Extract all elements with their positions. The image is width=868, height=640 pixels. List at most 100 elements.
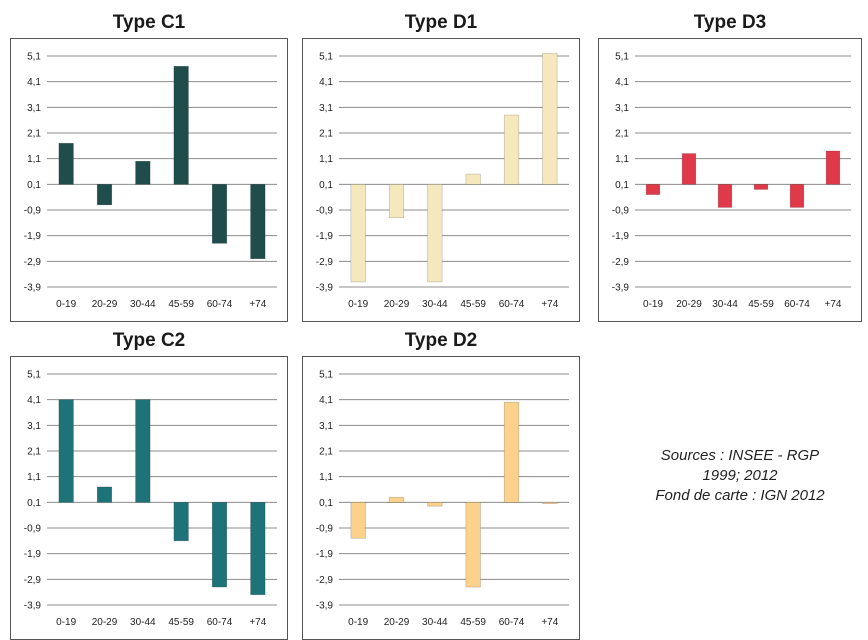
bar [96,184,113,206]
chart-panel-type-c2: Type C2 5,1 4,1 3,1 2,1 1,1 0,1 -0,9 -1,9 -2,9 -3… [10,326,288,640]
y-tick-label: -1,9 [612,231,630,242]
bar [58,399,74,503]
x-tick-label: 30-44 [422,299,448,310]
y-tick-label: 2,1 [615,129,629,140]
x-tick-label: 30-44 [130,299,156,310]
bar-chart-type-d2: 5,1 4,1 3,1 2,1 1,1 0,1 -0,9 -1,9 -2,9 -3,9 0-19 20… [316,370,569,628]
bar-chart-type-c2: 5,1 4,1 3,1 2,1 1,1 0,1 -0,9 -1,9 -2,9 -3,9 0-19 20… [24,370,277,628]
chart-frame: 5,1 4,1 3,1 2,1 1,1 0,1 -0,9 -1,9 -2,9 -3,9 0-19 20… [10,38,288,322]
x-tick-label: 60-74 [207,617,233,628]
y-tick-label: 0,1 [615,180,629,191]
x-tick-label: 0-19 [56,299,76,310]
x-tick-label: 60-74 [207,299,233,310]
y-tick-label: 5,1 [27,52,41,63]
y-tick-label: 5,1 [615,52,629,63]
y-tick-label: -1,9 [316,231,334,242]
bar [350,502,366,539]
bar [350,184,366,283]
y-tick-label: 3,1 [27,103,41,114]
bar [96,486,113,503]
bar [465,173,481,185]
x-tick-label: 60-74 [784,299,810,310]
bar [135,160,151,185]
y-tick-label: 1,1 [319,154,333,165]
y-tick-label: -2,9 [24,575,42,586]
sources-year-line: 1999; 2012 [702,467,778,484]
y-tick-label: 5,1 [27,370,41,381]
y-tick-label: -0,9 [316,206,334,217]
x-tick-label: +74 [541,617,558,628]
y-tick-label: -2,9 [24,257,42,268]
chart-panel-type-d2: Type D2 5,1 4,1 3,1 2,1 1,1 0,1 -0,9 -1,9 -2,9 -3… [302,326,580,640]
x-tick-label: 45-59 [460,299,486,310]
bar [681,153,697,185]
x-tick-label: +74 [825,299,842,310]
y-tick-label: 3,1 [319,421,333,432]
y-tick-label: -2,9 [316,257,334,268]
bar [173,502,189,542]
y-tick-label: 4,1 [615,77,629,88]
x-tick-label: 45-59 [460,617,486,628]
x-tick-label: 60-74 [499,299,525,310]
bar-chart-type-d3: 5,1 4,1 3,1 2,1 1,1 0,1 -0,9 -1,9 -2,9 -3,9 0-19 20… [612,52,851,310]
y-tick-label: 3,1 [27,421,41,432]
x-tick-label: 0-19 [348,617,368,628]
bar [503,114,520,185]
y-tick-label: -3,9 [24,283,42,294]
y-tick-label: -1,9 [24,231,42,242]
bar [645,184,661,195]
chart-frame: 5,1 4,1 3,1 2,1 1,1 0,1 -0,9 -1,9 -2,9 -3,9 0-19 20… [598,38,862,322]
x-tick-label: 30-44 [422,617,448,628]
x-tick-label: 30-44 [130,617,156,628]
bar [173,65,189,185]
x-tick-label: 45-59 [168,299,194,310]
y-tick-label: 5,1 [319,370,333,381]
y-tick-label: -0,9 [316,524,334,535]
bar [211,184,228,244]
y-tick-label: 4,1 [27,77,41,88]
x-tick-label: +74 [249,617,266,628]
x-tick-label: 45-59 [168,617,194,628]
chart-panel-type-c1: Type C1 5,1 4,1 3,1 2,1 1,1 0,1 -0,9 -1,9 -2,9 -3… [10,8,288,322]
bar [753,184,769,190]
y-tick-label: 0,1 [27,180,41,191]
bar [503,401,520,503]
bar [250,184,266,260]
y-tick-label: 4,1 [319,395,333,406]
chart-title: Type C1 [112,12,186,33]
y-tick-label: -0,9 [24,206,42,217]
y-tick-label: -3,9 [316,601,334,612]
y-tick-label: 1,1 [27,472,41,483]
y-tick-label: -2,9 [316,575,334,586]
basemap-credit-line: Fond de carte : IGN 2012 [655,487,825,504]
x-tick-label: 20-29 [676,299,702,310]
x-tick-label: 20-29 [384,617,410,628]
y-tick-label: 2,1 [27,129,41,140]
y-tick-label: 2,1 [27,447,41,458]
y-tick-label: 0,1 [319,180,333,191]
bar [465,502,481,588]
y-tick-label: -2,9 [612,257,630,268]
x-tick-label: 45-59 [748,299,774,310]
y-tick-label: -3,9 [612,283,630,294]
y-tick-label: 3,1 [319,103,333,114]
y-tick-label: 0,1 [319,498,333,509]
bar [388,184,405,218]
y-tick-label: -1,9 [316,549,334,560]
bar [58,142,74,185]
y-tick-label: -1,9 [24,549,42,560]
chart-frame: 5,1 4,1 3,1 2,1 1,1 0,1 -0,9 -1,9 -2,9 -3,9 0-19 20… [10,356,288,640]
y-tick-label: 2,1 [319,447,333,458]
x-tick-label: 20-29 [384,299,410,310]
y-tick-label: -3,9 [316,283,334,294]
y-tick-label: 4,1 [319,77,333,88]
bar [789,184,805,208]
bar [542,502,558,504]
y-tick-label: 2,1 [319,129,333,140]
y-tick-label: 0,1 [27,498,41,509]
x-tick-label: 0-19 [56,617,76,628]
chart-frame: 5,1 4,1 3,1 2,1 1,1 0,1 -0,9 -1,9 -2,9 -3,9 0-19 20… [302,38,580,322]
x-tick-label: 0-19 [643,299,663,310]
y-tick-label: -0,9 [24,524,42,535]
y-tick-label: 3,1 [615,103,629,114]
